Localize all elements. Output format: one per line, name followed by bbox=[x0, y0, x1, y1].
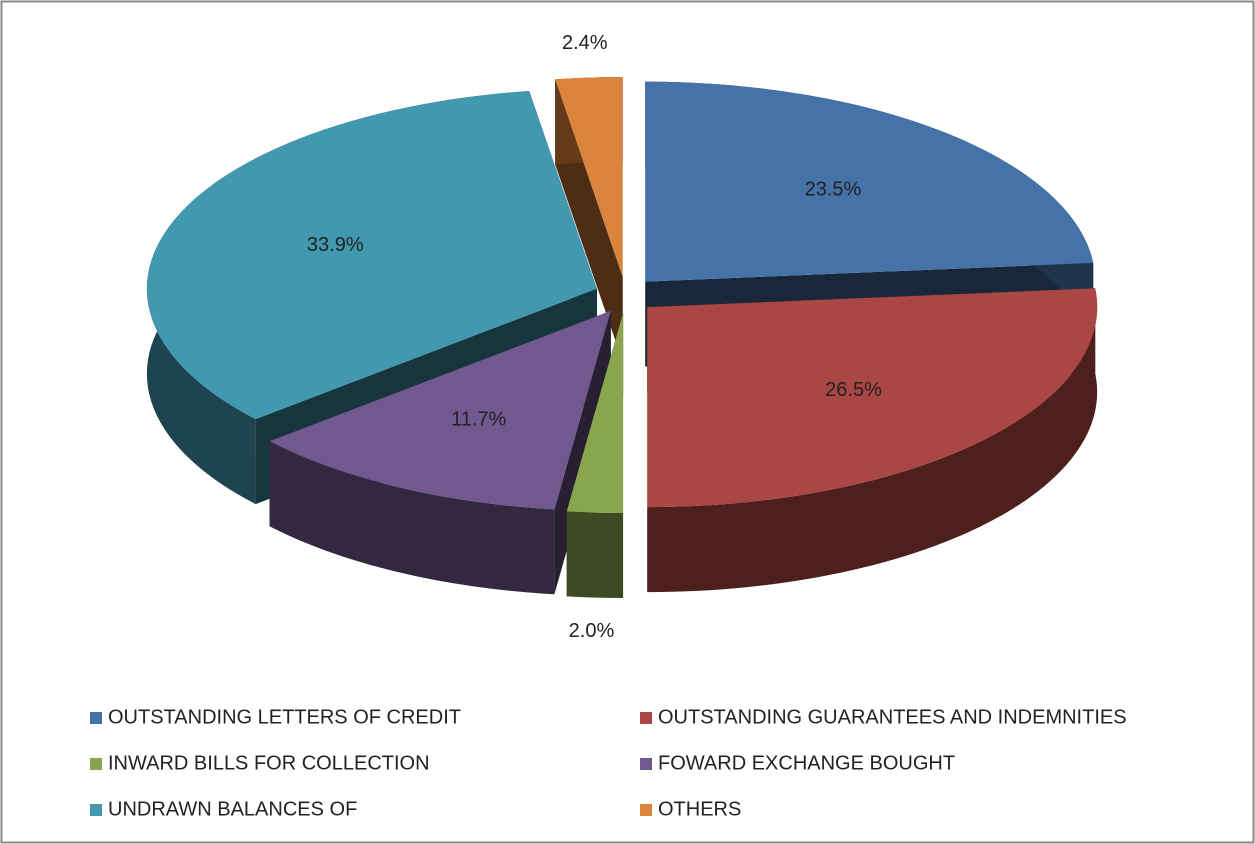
data-label: 26.5% bbox=[825, 379, 882, 401]
legend-swatch bbox=[640, 712, 652, 724]
data-label: 23.5% bbox=[805, 178, 862, 200]
slice bbox=[555, 77, 623, 278]
slice-wall bbox=[269, 441, 555, 595]
slice bbox=[647, 288, 1098, 508]
data-label: 11.7% bbox=[451, 408, 506, 430]
legend-label: INWARD BILLS FOR COLLECTION bbox=[108, 752, 430, 774]
data-label: 33.9% bbox=[307, 234, 364, 256]
legend-label: FOWARD EXCHANGE BOUGHT bbox=[658, 752, 955, 774]
legend-swatch bbox=[640, 758, 652, 770]
slice bbox=[566, 312, 624, 598]
slice bbox=[645, 81, 1094, 282]
legend-label: OUTSTANDING LETTERS OF CREDIT bbox=[108, 706, 461, 728]
legend-swatch bbox=[90, 712, 102, 724]
slice bbox=[566, 312, 624, 513]
legend-swatch bbox=[640, 804, 652, 816]
legend-swatch bbox=[90, 758, 102, 770]
slice bbox=[146, 91, 597, 420]
legend-label: OUTSTANDING GUARANTEES AND INDEMNITIES bbox=[658, 706, 1127, 728]
legend-label: UNDRAWN BALANCES OF bbox=[108, 798, 357, 820]
legend-swatch bbox=[90, 804, 102, 816]
legend-label: OTHERS bbox=[658, 798, 741, 820]
data-label: 2.0% bbox=[569, 620, 615, 642]
slice bbox=[555, 77, 623, 363]
slice-wall bbox=[566, 511, 624, 598]
data-label: 2.4% bbox=[562, 32, 608, 54]
slice bbox=[647, 288, 1098, 593]
slice bbox=[269, 310, 611, 595]
slice bbox=[269, 310, 611, 510]
slice-wall bbox=[647, 288, 1098, 593]
